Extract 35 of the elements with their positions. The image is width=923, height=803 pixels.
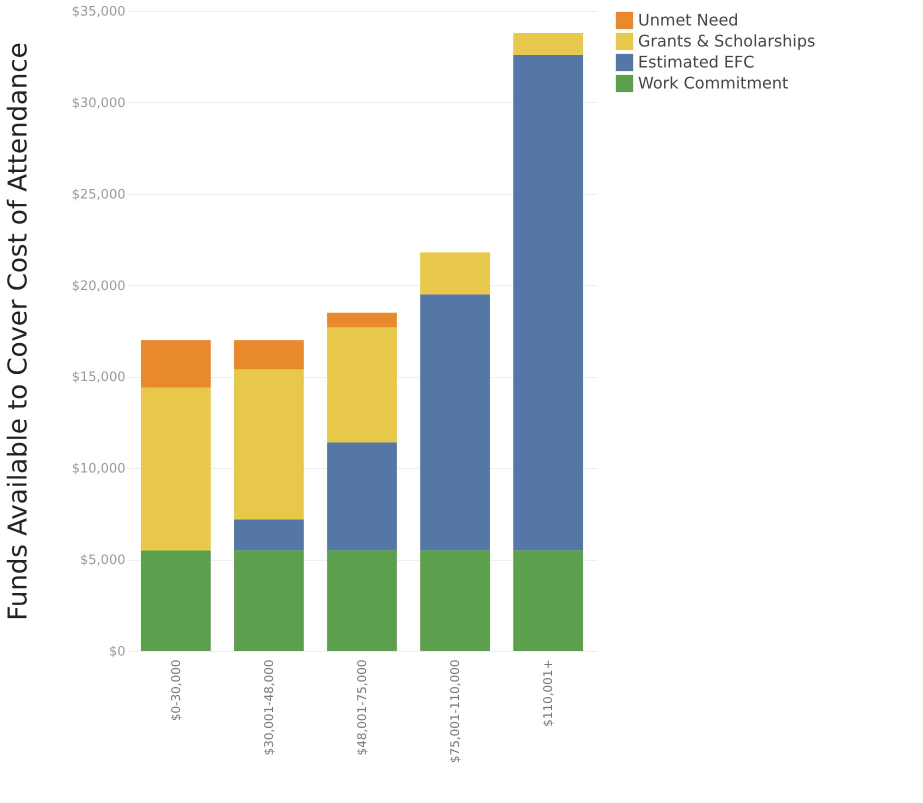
x-tick-label: $75,001-110,000: [448, 660, 462, 764]
y-tick-label: $25,000: [72, 187, 126, 202]
bar: [140, 340, 211, 388]
bar: [420, 252, 490, 294]
bar: [513, 54, 584, 550]
bar: [420, 294, 490, 550]
legend-label: Work Commitment: [638, 74, 788, 92]
bar: [234, 519, 304, 550]
y-tick-label: $10,000: [72, 462, 126, 477]
bar: [140, 388, 211, 550]
bar: [513, 550, 584, 651]
y-tick-label: $0: [108, 644, 126, 660]
legend-label: Unmet Need: [638, 10, 738, 30]
bar: [234, 550, 304, 651]
y-tick-label: $20,000: [72, 278, 126, 294]
bar: [234, 340, 304, 370]
bar: [513, 32, 584, 55]
y-tick-label: $35,000: [72, 4, 126, 20]
bar: [234, 369, 304, 520]
bar: [140, 550, 211, 651]
y-tick-label: $30,000: [72, 96, 126, 111]
bar: [327, 442, 397, 550]
bar: [327, 327, 397, 443]
legend-label: Grants & Scholarships: [638, 32, 816, 50]
bar: [327, 312, 397, 328]
x-tick-label: $30,001-48,000: [262, 660, 276, 756]
bar: [420, 550, 490, 651]
y-axis-title: Funds Available to Cover Cost of Attendance: [4, 42, 34, 621]
y-tick-label: $15,000: [72, 370, 126, 386]
bar: [327, 550, 397, 651]
y-tick-label: $5,000: [80, 553, 126, 568]
x-tick-label: $0-30,000: [168, 660, 183, 722]
x-tick-label: $48,001-75,000: [355, 660, 369, 756]
x-tick-label: $110,001+: [541, 660, 556, 727]
legend-label: Estimated EFC: [638, 52, 754, 72]
